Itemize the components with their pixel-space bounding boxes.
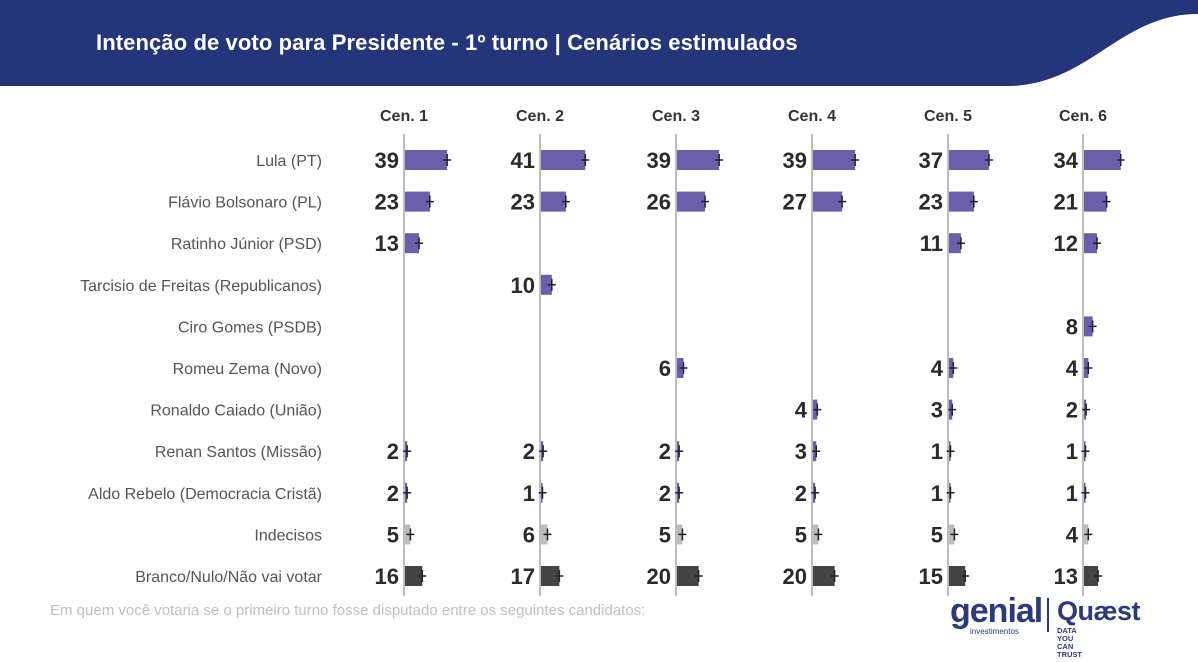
value-label-cen-3-indecisos: 5 — [659, 522, 671, 547]
value-label-cen-5-lula-pt: 37 — [919, 148, 943, 173]
category-label-ratinho-junior-psd: Ratinho Júnior (PSD) — [171, 236, 322, 253]
column-header-cen-6: Cen. 6 — [1059, 108, 1107, 125]
value-label-cen-6-renan-santos-missao: 1 — [1066, 439, 1078, 464]
value-label-cen-2-aldo-rebelo-democracia-crista: 1 — [523, 481, 535, 506]
value-label-cen-2-flavio-bolsonaro-pl: 23 — [511, 190, 535, 215]
bar-cen-3-flavio-bolsonaro-pl — [677, 191, 706, 212]
value-label-cen-4-flavio-bolsonaro-pl: 27 — [783, 190, 807, 215]
category-label-romeu-zema-novo: Romeu Zema (Novo) — [173, 361, 322, 378]
bar-cen-1-branco-nulo-nao-vai-votar — [405, 566, 423, 586]
bar-cen-2-lula-pt — [541, 150, 586, 170]
value-label-cen-3-romeu-zema-novo: 6 — [659, 356, 671, 381]
value-label-cen-5-flavio-bolsonaro-pl: 23 — [919, 190, 943, 215]
value-label-cen-5-renan-santos-missao: 1 — [931, 439, 943, 464]
bar-cen-5-flavio-bolsonaro-pl — [949, 191, 974, 212]
category-label-aldo-rebelo-democracia-crista: Aldo Rebelo (Democracia Cristã) — [88, 486, 322, 503]
value-label-cen-6-flavio-bolsonaro-pl: 21 — [1054, 190, 1078, 215]
footnote: Em quem você votaria se o primeiro turno… — [50, 602, 646, 619]
bar-cen-4-branco-nulo-nao-vai-votar — [813, 566, 835, 586]
category-label-flavio-bolsonaro-pl: Flávio Bolsonaro (PL) — [168, 195, 322, 212]
value-label-cen-6-lula-pt: 34 — [1054, 148, 1079, 173]
value-label-cen-1-lula-pt: 39 — [375, 148, 399, 173]
value-label-cen-6-aldo-rebelo-democracia-crista: 1 — [1066, 481, 1078, 506]
value-label-cen-1-indecisos: 5 — [387, 522, 399, 547]
value-label-cen-1-renan-santos-missao: 2 — [387, 439, 399, 464]
value-label-cen-5-ronaldo-caiado-uniao: 3 — [931, 398, 943, 423]
value-label-cen-6-ciro-gomes-psdb: 8 — [1066, 314, 1078, 339]
value-label-cen-4-renan-santos-missao: 3 — [795, 439, 807, 464]
value-label-cen-3-renan-santos-missao: 2 — [659, 439, 671, 464]
value-label-cen-1-flavio-bolsonaro-pl: 23 — [375, 190, 399, 215]
value-label-cen-2-indecisos: 6 — [523, 522, 535, 547]
value-label-cen-4-ronaldo-caiado-uniao: 4 — [795, 398, 808, 423]
bar-cen-5-lula-pt — [949, 150, 989, 170]
value-label-cen-4-indecisos: 5 — [795, 522, 807, 547]
bar-cen-6-flavio-bolsonaro-pl — [1084, 191, 1107, 212]
bar-cen-1-lula-pt — [405, 150, 448, 170]
bar-cen-6-branco-nulo-nao-vai-votar — [1084, 566, 1099, 586]
bar-cen-6-ratinho-junior-psd — [1084, 233, 1097, 254]
value-label-cen-6-indecisos: 4 — [1066, 522, 1079, 547]
value-label-cen-1-aldo-rebelo-democracia-crista: 2 — [387, 481, 399, 506]
value-label-cen-5-romeu-zema-novo: 4 — [931, 356, 944, 381]
genial-logo: genial — [950, 592, 1043, 630]
value-label-cen-6-romeu-zema-novo: 4 — [1066, 356, 1079, 381]
value-label-cen-5-branco-nulo-nao-vai-votar: 15 — [919, 564, 943, 589]
category-label-ciro-gomes-psdb: Ciro Gomes (PSDB) — [178, 319, 322, 336]
header-background — [0, 0, 1198, 86]
bar-cen-1-flavio-bolsonaro-pl — [405, 191, 430, 212]
quaest-logo: Quæst — [1057, 596, 1141, 626]
value-label-cen-2-branco-nulo-nao-vai-votar: 17 — [511, 564, 535, 589]
bar-cen-2-flavio-bolsonaro-pl — [541, 191, 566, 212]
category-label-indecisos: Indecisos — [254, 527, 322, 544]
chart: Cen. 1 Cen. 2 Cen. 3 Cen. 4 Cen. 5 Cen. 6 Lula… — [80, 108, 1125, 596]
quaest-logo-subtitle: DATA YOU CAN TRUST — [1057, 626, 1082, 659]
value-label-cen-1-branco-nulo-nao-vai-votar: 16 — [375, 564, 399, 589]
bar-cen-2-branco-nulo-nao-vai-votar — [541, 566, 560, 586]
bar-cen-4-lula-pt — [813, 150, 856, 170]
value-label-cen-2-renan-santos-missao: 2 — [523, 439, 535, 464]
value-label-cen-6-branco-nulo-nao-vai-votar: 13 — [1054, 564, 1078, 589]
value-label-cen-5-aldo-rebelo-democracia-crista: 1 — [931, 481, 943, 506]
value-label-cen-5-ratinho-junior-psd: 11 — [920, 231, 943, 256]
column-header-cen-4: Cen. 4 — [788, 108, 836, 125]
category-label-lula-pt: Lula (PT) — [256, 153, 322, 170]
value-label-cen-2-lula-pt: 41 — [511, 148, 535, 173]
value-label-cen-2-tarcisio-de-freitas-republicanos: 10 — [511, 273, 535, 298]
value-label-cen-5-indecisos: 5 — [931, 522, 943, 547]
value-label-cen-3-flavio-bolsonaro-pl: 26 — [647, 190, 671, 215]
value-label-cen-3-aldo-rebelo-democracia-crista: 2 — [659, 481, 671, 506]
column-header-cen-1: Cen. 1 — [380, 108, 428, 125]
value-label-cen-1-ratinho-junior-psd: 13 — [375, 231, 399, 256]
category-label-tarcisio-de-freitas-republicanos: Tarcisio de Freitas (Republicanos) — [80, 278, 322, 295]
category-label-renan-santos-missao: Renan Santos (Missão) — [155, 444, 322, 461]
bar-cen-5-ratinho-junior-psd — [949, 233, 961, 254]
value-label-cen-4-branco-nulo-nao-vai-votar: 20 — [783, 564, 807, 589]
value-label-cen-4-aldo-rebelo-democracia-crista: 2 — [795, 481, 807, 506]
logo-divider — [1047, 598, 1049, 632]
value-label-cen-4-lula-pt: 39 — [783, 148, 807, 173]
bar-cen-6-ciro-gomes-psdb — [1084, 316, 1093, 337]
value-label-cen-6-ronaldo-caiado-uniao: 2 — [1066, 398, 1078, 423]
value-label-cen-3-lula-pt: 39 — [647, 148, 671, 173]
header-banner: Intenção de voto para Presidente - 1º tu… — [0, 0, 1198, 90]
column-header-cen-5: Cen. 5 — [924, 108, 972, 125]
column-header-cen-3: Cen. 3 — [652, 108, 700, 125]
value-label-cen-3-branco-nulo-nao-vai-votar: 20 — [647, 564, 671, 589]
value-label-cen-6-ratinho-junior-psd: 12 — [1054, 231, 1078, 256]
bar-cen-4-flavio-bolsonaro-pl — [813, 191, 843, 212]
bar-cen-3-branco-nulo-nao-vai-votar — [677, 566, 699, 586]
genial-logo-subtitle: investimentos — [970, 627, 1019, 636]
bar-cen-5-branco-nulo-nao-vai-votar — [949, 566, 966, 586]
bar-cen-2-tarcisio-de-freitas-republicanos — [541, 274, 552, 295]
page-title: Intenção de voto para Presidente - 1º tu… — [96, 30, 798, 55]
category-label-branco-nulo-nao-vai-votar: Branco/Nulo/Não vai votar — [135, 569, 322, 586]
column-header-cen-2: Cen. 2 — [516, 108, 564, 125]
bar-cen-3-lula-pt — [677, 150, 720, 170]
bar-cen-6-lula-pt — [1084, 150, 1121, 170]
category-label-ronaldo-caiado-uniao: Ronaldo Caiado (União) — [150, 403, 322, 420]
bar-cen-1-ratinho-junior-psd — [405, 233, 420, 254]
